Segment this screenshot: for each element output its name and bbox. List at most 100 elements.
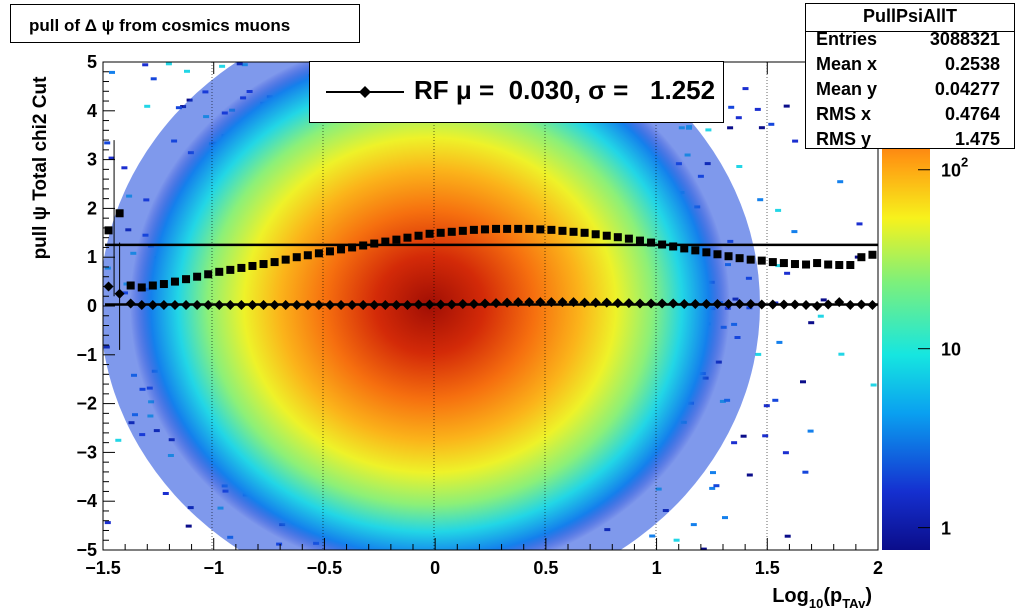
- sigma-point: [691, 246, 700, 255]
- sigma-point: [458, 226, 467, 235]
- sigma-point: [215, 267, 224, 276]
- sigma-point: [857, 253, 866, 262]
- y-tick-label: 4: [87, 101, 97, 121]
- speckle-bin: [165, 62, 172, 66]
- sigma-point: [846, 261, 855, 270]
- mean-point: [845, 300, 856, 311]
- mean-point: [402, 300, 413, 311]
- speckle-bin: [782, 451, 789, 455]
- sigma-point: [591, 230, 600, 239]
- colorbar-label: 102: [941, 155, 968, 181]
- sigma-point: [303, 251, 312, 260]
- mean-point: [668, 298, 679, 309]
- mean-point: [568, 297, 579, 308]
- mean-point: [701, 299, 712, 310]
- mean-point: [136, 300, 147, 311]
- x-tick-label: 0: [430, 558, 440, 578]
- sigma-point: [314, 249, 323, 258]
- mean-point: [734, 299, 745, 310]
- speckle-bin: [758, 126, 765, 130]
- profile-markers: [103, 140, 878, 350]
- sigma-point: [226, 265, 235, 274]
- colorbar-label: 1: [941, 519, 951, 539]
- y-tick-label: −5: [76, 540, 97, 560]
- mean-point: [347, 300, 358, 311]
- speckle-bin: [700, 547, 707, 550]
- sigma-point: [680, 244, 689, 253]
- mean-point: [679, 299, 690, 310]
- speckle-bin: [736, 165, 743, 168]
- sigma-point: [702, 248, 711, 257]
- sigma-point: [281, 255, 290, 264]
- sigma-point: [503, 224, 512, 233]
- mean-point: [225, 300, 236, 311]
- mean-point: [358, 300, 369, 311]
- speckle-bin: [175, 106, 182, 110]
- sigma-point: [325, 247, 334, 256]
- y-tick-label: 2: [87, 198, 97, 218]
- sigma-point: [480, 225, 489, 234]
- speckle-bin: [802, 470, 809, 474]
- sigma-point: [381, 237, 390, 246]
- speckle-bin: [776, 340, 783, 344]
- mean-point: [778, 299, 789, 310]
- sigma-point: [724, 252, 733, 261]
- y-tick-label: 0: [87, 296, 97, 316]
- sigma-point: [492, 224, 501, 233]
- speckle-bin: [740, 434, 747, 438]
- sigma-point: [348, 243, 357, 252]
- sigma-point: [746, 255, 755, 264]
- speckle-bin: [791, 230, 798, 234]
- speckle-bin: [784, 271, 791, 275]
- sigma-point: [779, 259, 788, 268]
- speckle-bin: [775, 208, 782, 212]
- y-tick-label: 3: [87, 150, 97, 170]
- speckle-bin: [142, 63, 149, 67]
- legend-marker-icon: [326, 86, 404, 98]
- sigma-point: [170, 277, 179, 286]
- sigma-point: [193, 272, 202, 281]
- sigma-point: [237, 263, 246, 272]
- sigma-point: [115, 209, 124, 218]
- sigma-point: [669, 242, 678, 251]
- mean-point: [579, 297, 590, 308]
- sigma-point: [204, 270, 213, 279]
- speckle-bin: [757, 198, 764, 202]
- mean-point: [513, 297, 524, 308]
- speckle-bin: [870, 383, 877, 387]
- sigma-point: [835, 261, 844, 270]
- speckle-bin: [184, 69, 190, 73]
- speckle-bin: [108, 156, 115, 160]
- mean-point: [247, 300, 258, 311]
- mean-point: [834, 297, 845, 308]
- y-tick-label: −4: [76, 491, 97, 511]
- speckle-bin: [115, 438, 122, 442]
- mean-point: [313, 300, 324, 311]
- speckle-bin: [856, 222, 863, 226]
- mean-point: [324, 300, 335, 311]
- mean-point: [623, 298, 634, 309]
- sigma-point: [182, 275, 191, 284]
- mean-point: [181, 300, 192, 311]
- sigma-point: [469, 225, 478, 234]
- mean-point: [158, 300, 169, 311]
- mean-point: [457, 299, 468, 310]
- sigma-point: [624, 234, 633, 243]
- sigma-point: [270, 258, 279, 267]
- mean-point: [479, 298, 490, 309]
- speckle-bin: [763, 404, 770, 408]
- speckle-bin: [783, 104, 790, 108]
- mean-point: [280, 300, 291, 311]
- mean-point: [391, 300, 402, 311]
- mean-point: [712, 299, 723, 310]
- mean-point: [856, 299, 867, 310]
- speckle-bin: [838, 352, 845, 356]
- sigma-point: [447, 227, 456, 236]
- sigma-point: [148, 281, 157, 290]
- stats-divider: [806, 31, 1014, 32]
- speckle-bin: [808, 321, 815, 325]
- mean-point: [756, 299, 767, 310]
- sigma-point: [613, 233, 622, 242]
- speckle-bin: [746, 473, 753, 477]
- sigma-point: [337, 245, 346, 254]
